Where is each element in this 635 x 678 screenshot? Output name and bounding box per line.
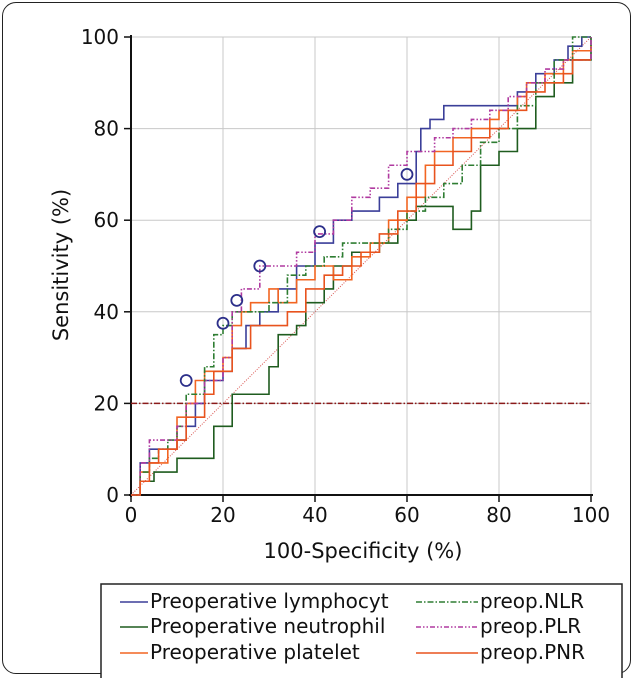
legend-label: preop.NLR [480, 589, 584, 613]
legend-label: preop.PNR [480, 640, 585, 664]
cutoff-markers [179, 167, 414, 387]
x-tick-label: 20 [210, 503, 235, 527]
y-tick-label: 0 [106, 483, 119, 507]
y-tick-label: 20 [94, 391, 119, 415]
x-tick-label: 80 [486, 503, 511, 527]
cutoff-marker [400, 167, 414, 181]
x-tick-label: 60 [394, 503, 419, 527]
roc-curve-3 [131, 46, 592, 496]
diagonal-reference-line [130, 36, 592, 496]
x-tick-label: 0 [125, 503, 138, 527]
tick-labels: 0 20 40 60 80 100 0 20 40 60 80 100 [81, 25, 610, 527]
y-tick-label: 40 [94, 300, 119, 324]
y-tick-label: 60 [94, 208, 119, 232]
legend-label: Preoperative neutrophil [150, 614, 385, 638]
cutoff-marker [253, 259, 267, 273]
x-tick-label: 100 [572, 503, 610, 527]
y-tick-label: 100 [81, 25, 119, 49]
cutoff-marker [216, 316, 230, 330]
legend-label: Preoperative lymphocyt [150, 589, 389, 613]
cutoff-marker [313, 225, 327, 239]
cutoff-marker [230, 293, 244, 307]
legend-label: Preoperative platelet [150, 640, 360, 664]
legend-box [100, 583, 623, 678]
x-axis-label: 100-Specificity (%) [264, 539, 463, 563]
legend-label: preop.PLR [480, 614, 581, 638]
roc-curve-1 [131, 36, 591, 496]
axes [124, 35, 593, 502]
y-tick-label: 80 [94, 117, 119, 141]
roc-curve-6 [131, 59, 591, 496]
cutoff-marker [179, 374, 193, 387]
series-lines [130, 36, 592, 496]
x-tick-label: 40 [302, 503, 327, 527]
roc-curve-5 [131, 37, 592, 496]
y-axis-label: Sensitivity (%) [49, 189, 73, 341]
